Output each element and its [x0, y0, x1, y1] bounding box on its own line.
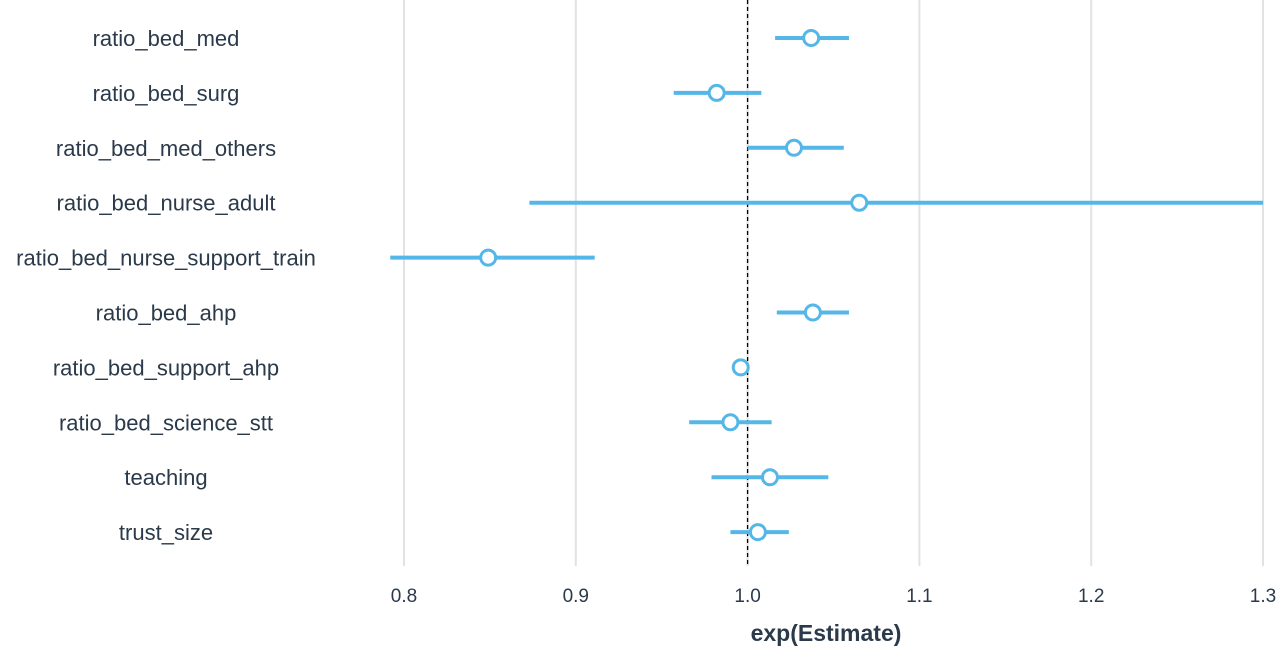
estimate-point: [850, 193, 869, 212]
estimate-point: [803, 303, 822, 322]
x-axis-tick-labels: 0.8 0.9 1.0 1.1 1.2 1.3: [391, 586, 1276, 607]
estimate-point: [731, 358, 750, 377]
y-category-label: teaching: [124, 465, 207, 490]
x-tick-label: 0.9: [563, 586, 589, 607]
y-category-label: ratio_bed_med_others: [56, 136, 276, 161]
confidence-intervals: [390, 36, 1263, 535]
y-category-label: ratio_bed_nurse_adult: [57, 191, 276, 216]
estimate-points: [479, 29, 869, 542]
x-tick-label: 1.0: [734, 586, 760, 607]
estimate-point: [748, 523, 767, 542]
y-category-label: ratio_bed_ahp: [96, 301, 237, 326]
x-tick-label: 1.1: [906, 586, 932, 607]
y-category-label: ratio_bed_surg: [93, 81, 240, 106]
estimate-point: [721, 413, 740, 432]
x-axis-title: exp(Estimate): [751, 620, 902, 646]
y-category-label: ratio_bed_med: [93, 26, 240, 51]
gridlines: [403, 0, 1264, 566]
estimate-point: [479, 248, 498, 267]
estimate-point: [802, 29, 821, 47]
x-tick-label: 1.3: [1250, 586, 1276, 607]
y-axis-labels: ratio_bed_med ratio_bed_surg ratio_bed_med…: [16, 26, 316, 545]
y-category-label: ratio_bed_science_stt: [59, 410, 273, 435]
estimate-point: [760, 468, 779, 487]
estimate-point: [784, 138, 803, 157]
y-category-label: ratio_bed_nurse_support_train: [16, 246, 316, 271]
y-category-label: ratio_bed_support_ahp: [53, 355, 279, 380]
x-tick-label: 1.2: [1078, 586, 1104, 607]
y-category-label: trust_size: [119, 520, 213, 545]
x-tick-label: 0.8: [391, 586, 417, 607]
estimate-point: [707, 83, 726, 102]
